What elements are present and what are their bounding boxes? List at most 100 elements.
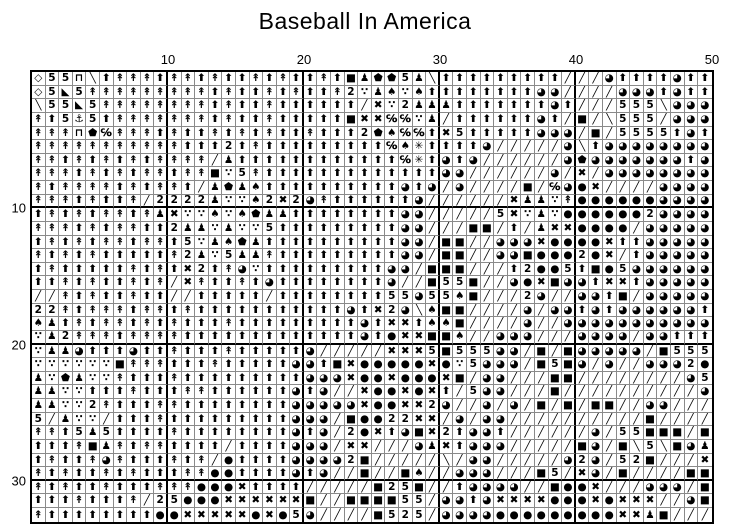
arrow-up-symbol: ⬆ [290,140,304,154]
arrow-up-barred-symbol: ↟ [154,112,168,127]
slash-symbol: ╱ [589,412,603,427]
filled-circle-symbol: ● [643,194,658,209]
arrow-up-barred-symbol: ↟ [99,99,114,113]
arrow-up-symbol: ⬆ [263,153,277,168]
heavy-x-symbol: ✖ [344,358,359,372]
slash-symbol: ╱ [562,290,576,304]
filled-square-symbol: ■ [534,358,549,372]
arrow-up-barred-symbol: ↟ [45,262,60,277]
arrow-up-barred-symbol: ↟ [45,140,60,154]
heavy-x-symbol: ✖ [439,371,454,386]
three-quarter-circle-symbol: ◕ [616,330,631,345]
arrow-up-symbol: ⬆ [113,426,128,440]
filled-circle-symbol: ● [385,385,400,399]
slash-symbol: ╱ [630,412,644,427]
slash-symbol: ╱ [426,508,440,522]
arrow-up-barred-symbol: ↟ [167,317,182,331]
arrow-up-symbol: ⬆ [317,153,332,168]
arrow-up-symbol: ⬆ [113,153,128,168]
arrow-up-symbol: ⬆ [181,140,196,154]
arrow-up-symbol: ⬆ [317,317,332,331]
arrow-up-barred-symbol: ↟ [32,467,46,481]
heavy-x-symbol: ✖ [602,235,617,250]
heavy-x-symbol: ✖ [494,494,508,508]
backslash-symbol: ╲ [630,439,644,454]
arrow-up-barred-symbol: ↟ [127,181,141,195]
three-quarter-circle-symbol: ◕ [643,303,658,318]
arrow-up-symbol: ⬆ [86,262,100,277]
arrow-up-symbol: ⬆ [698,72,712,86]
arrow-up-symbol: ⬆ [331,330,345,345]
page-title: Baseball In America [258,8,472,34]
digit-five-symbol: 5 [413,508,427,522]
three-quarter-circle-symbol: ◕ [399,221,413,236]
filled-circle-symbol: ● [575,221,590,236]
arrow-up-barred-symbol: ↟ [45,126,60,141]
three-quarter-circle-symbol: ◕ [670,276,685,290]
arrow-up-symbol: ⬆ [45,112,60,127]
three-quarter-circle-symbol: ◕ [303,371,318,386]
digit-five-symbol: 5 [72,426,87,440]
arrow-up-symbol: ⬆ [385,426,400,440]
arrow-up-symbol: ⬆ [154,344,168,359]
three-quarter-circle-symbol: ◕ [684,208,699,222]
arrow-up-barred-symbol: ↟ [127,221,141,236]
filled-square-symbol: ■ [534,399,549,413]
arrow-up-barred-symbol: ↟ [167,453,182,468]
filled-circle-symbol: ● [399,358,413,372]
slash-symbol: ╱ [616,385,631,399]
arrow-up-symbol: ⬆ [167,235,182,250]
heavy-x-symbol: ✖ [371,99,386,113]
heavy-x-symbol: ✖ [589,181,603,195]
arrow-up-barred-symbol: ↟ [127,330,141,345]
slash-symbol: ╱ [208,453,223,468]
digit-two-symbol: 2 [385,303,400,318]
spade-symbol: ♠ [249,194,264,209]
three-quarter-circle-symbol: ◕ [643,249,658,263]
three-quarter-circle-symbol: ◕ [589,439,603,454]
digit-two-symbol: 2 [439,426,454,440]
slash-symbol: ╱ [494,140,508,154]
slash-symbol: ╱ [494,221,508,236]
arrow-up-symbol: ⬆ [195,344,209,359]
digit-five-symbol: 5 [181,235,196,250]
backslash-symbol: ╲ [575,140,590,154]
three-quarter-circle-symbol: ◕ [290,412,304,427]
slash-symbol: ╱ [562,412,576,427]
three-quarter-circle-symbol: ◕ [453,508,467,522]
arrow-up-symbol: ⬆ [59,235,73,250]
arrow-up-symbol: ⬆ [140,426,155,440]
digit-five-symbol: 5 [616,453,631,468]
filled-square-symbol: ■ [303,494,318,508]
arrow-up-symbol: ⬆ [303,426,318,440]
arrow-up-barred-symbol: ↟ [113,453,128,468]
three-quarter-circle-symbol: ◕ [412,221,427,236]
digit-five-symbol: 5 [385,508,400,522]
arrow-up-symbol: ⬆ [453,72,467,86]
slash-symbol: ╱ [507,303,522,318]
heavy-x-symbol: ✖ [589,494,603,508]
arrow-up-symbol: ⬆ [385,167,400,181]
arrow-up-symbol: ⬆ [167,167,182,181]
arrow-up-symbol: ⬆ [548,72,563,86]
three-quarter-circle-symbol: ◕ [290,453,304,468]
column-axis-label: 30 [432,52,448,67]
slash-symbol: ╱ [589,72,603,86]
arrow-up-barred-symbol: ↟ [154,140,168,154]
slash-symbol: ╱ [685,508,699,522]
arrow-up-symbol: ⬆ [249,112,264,127]
arrow-up-barred-symbol: ↟ [317,72,332,86]
arrow-up-symbol: ⬆ [140,153,155,168]
arrow-up-symbol: ⬆ [453,112,467,127]
slash-symbol: ╱ [657,412,671,427]
three-quarter-circle-symbol: ◕ [453,181,467,195]
filled-square-symbol: ■ [562,371,576,386]
arrow-up-symbol: ⬆ [331,235,345,250]
heavy-x-symbol: ✖ [235,480,250,495]
digit-five-symbol: 5 [59,72,73,86]
slash-symbol: ╱ [507,317,522,331]
arrow-up-symbol: ⬆ [385,208,400,222]
three-quarter-circle-symbol: ◕ [480,426,495,440]
arrow-up-symbol: ⬆ [467,140,481,154]
backslash-symbol: ╲ [657,99,671,113]
